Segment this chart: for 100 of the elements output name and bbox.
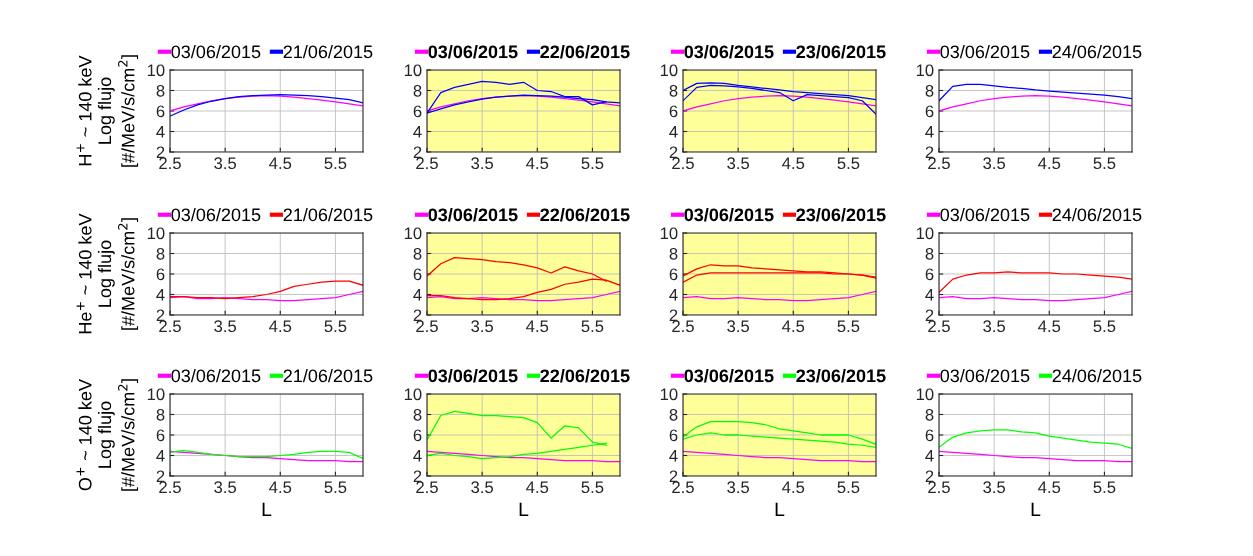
y-tick-label: 8 (413, 84, 422, 97)
legend-label: 03/06/2015 (428, 368, 518, 383)
x-tick-label: 5.5 (1093, 320, 1116, 333)
y-tick-label: 6 (669, 268, 678, 281)
x-tick-label: 3.5 (214, 157, 237, 170)
x-axis-title: L (775, 502, 785, 517)
legend-label: 03/06/2015 (940, 368, 1030, 383)
x-tick-label: 5.5 (581, 320, 604, 333)
x-axis-title: L (1031, 502, 1041, 517)
legend-label: 03/06/2015 (684, 44, 774, 59)
y-tick-label: 2 (925, 309, 934, 322)
legend-label: 21/06/2015 (283, 207, 373, 222)
x-tick-label: 5.5 (837, 481, 860, 494)
y-tick-label: 8 (413, 408, 422, 421)
y-tick-label: 6 (156, 268, 165, 281)
y-tick-label: 2 (925, 470, 934, 483)
y-tick-label: 6 (925, 429, 934, 442)
legend-label: 21/06/2015 (283, 44, 373, 59)
y-axis-title: O$^{+}$ ~ 140 keV Log flujo [#/MeV/s/cm$^{2}$] (76, 379, 139, 491)
x-tick-label: 4.5 (269, 481, 292, 494)
y-tick-label: 2 (156, 470, 165, 483)
x-tick-label: 5.5 (324, 481, 347, 494)
y-tick-label: 2 (413, 470, 422, 483)
y-tick-label: 6 (413, 105, 422, 118)
y-tick-label: 2 (413, 146, 422, 159)
legend-label: 24/06/2015 (1052, 207, 1142, 222)
legend-label: 21/06/2015 (283, 368, 373, 383)
x-tick-label: 4.5 (269, 320, 292, 333)
y-tick-label: 10 (147, 64, 165, 77)
x-tick-label: 4.5 (1038, 320, 1061, 333)
x-tick-label: 4.5 (782, 320, 805, 333)
legend-label: 23/06/2015 (796, 368, 886, 383)
y-tick-label: 10 (660, 64, 678, 77)
y-tick-label: 6 (413, 268, 422, 281)
x-tick-label: 2.5 (672, 481, 694, 494)
y-tick-label: 10 (916, 64, 934, 77)
y-tick-label: 8 (925, 84, 934, 97)
y-tick-label: 6 (669, 429, 678, 442)
legend-label: 03/06/2015 (428, 207, 518, 222)
y-tick-label: 10 (404, 227, 422, 240)
y-tick-label: 6 (156, 429, 165, 442)
x-tick-label: 3.5 (471, 320, 494, 333)
legend-label: 03/06/2015 (171, 207, 261, 222)
y-tick-label: 4 (413, 289, 422, 301)
y-tick-label: 8 (156, 408, 165, 421)
y-tick-label: 2 (669, 470, 678, 483)
y-tick-label: 2 (669, 146, 678, 159)
y-tick-label: 4 (156, 289, 165, 301)
y-tick-label: 10 (660, 227, 678, 240)
y-tick-label: 4 (413, 126, 422, 138)
legend-label: 03/06/2015 (940, 207, 1030, 222)
legend-label: 22/06/2015 (540, 207, 630, 222)
x-tick-label: 4.5 (269, 157, 292, 170)
y-tick-label: 4 (669, 289, 678, 301)
x-tick-label: 4.5 (526, 157, 549, 170)
legend-label: 03/06/2015 (684, 368, 774, 383)
legend-label: 24/06/2015 (1052, 44, 1142, 59)
x-tick-label: 5.5 (581, 157, 604, 170)
x-tick-label: 4.5 (1038, 481, 1061, 494)
y-tick-label: 6 (925, 268, 934, 281)
y-tick-label: 4 (925, 289, 934, 301)
y-axis-title: He$^{+}$ ~ 140 keV Log flujo [#/MeV/s/cm$^{2}$] (76, 213, 139, 334)
y-tick-label: 8 (156, 84, 165, 97)
y-tick-label: 6 (156, 105, 165, 118)
y-tick-label: 8 (669, 84, 678, 97)
x-axis-title: L (262, 502, 272, 517)
y-tick-label: 8 (925, 408, 934, 421)
x-tick-label: 5.5 (837, 320, 860, 333)
legend-label: 24/06/2015 (1052, 368, 1142, 383)
x-tick-label: 2.5 (416, 157, 438, 170)
x-tick-label: 2.5 (416, 481, 438, 494)
x-tick-label: 2.5 (416, 320, 438, 333)
y-tick-label: 10 (916, 388, 934, 401)
legend-label: 22/06/2015 (540, 44, 630, 59)
x-tick-label: 3.5 (471, 157, 494, 170)
x-tick-label: 5.5 (324, 157, 347, 170)
x-tick-label: 3.5 (727, 157, 750, 170)
x-tick-label: 3.5 (471, 481, 494, 494)
y-tick-label: 10 (660, 388, 678, 401)
y-tick-label: 8 (156, 247, 165, 260)
y-tick-label: 4 (669, 450, 678, 462)
x-tick-label: 3.5 (214, 320, 237, 333)
legend-label: 23/06/2015 (796, 207, 886, 222)
x-tick-label: 2.5 (928, 157, 950, 170)
x-axis-title: L (519, 502, 529, 517)
x-tick-label: 3.5 (214, 481, 237, 494)
x-tick-label: 3.5 (983, 481, 1006, 494)
x-tick-label: 2.5 (159, 320, 181, 333)
y-tick-label: 6 (925, 105, 934, 118)
legend-label: 03/06/2015 (940, 44, 1030, 59)
y-tick-label: 10 (404, 64, 422, 77)
y-tick-label: 6 (669, 105, 678, 118)
y-tick-label: 4 (156, 126, 165, 138)
y-tick-label: 4 (925, 126, 934, 138)
x-tick-label: 2.5 (928, 481, 950, 494)
x-tick-label: 3.5 (983, 157, 1006, 170)
x-tick-label: 5.5 (1093, 157, 1116, 170)
x-tick-label: 4.5 (1038, 157, 1061, 170)
y-tick-label: 2 (156, 309, 165, 322)
legend-label: 23/06/2015 (796, 44, 886, 59)
